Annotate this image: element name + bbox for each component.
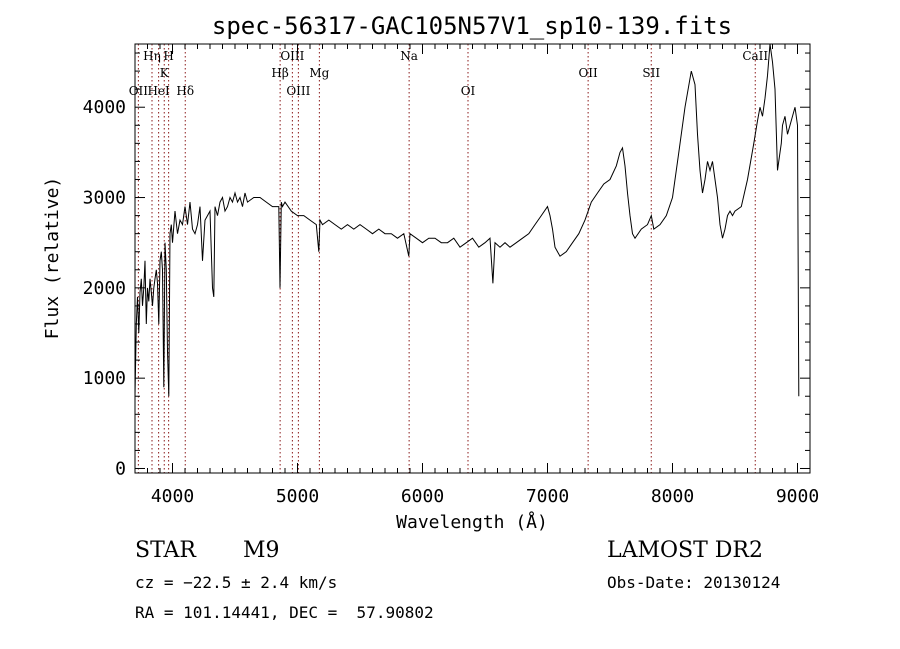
line-label: K [160,66,170,80]
x-axis-ticks: 4000 5000 6000 7000 8000 9000 [147,44,819,507]
line-label: OII [129,84,149,98]
y-tick-label: 2000 [83,278,126,299]
y-tick-label: 1000 [83,368,126,389]
x-tick-label: 7000 [526,486,569,507]
line-label: OI [461,84,476,98]
line-label: Hβ [271,66,288,80]
obs-date: Obs-Date: 20130124 [607,573,781,592]
line-label: Hη [143,49,161,63]
y-axis-label: Flux (relative) [42,177,63,340]
y-axis-ticks: 0 1000 2000 3000 4000 [83,52,810,479]
line-label: Na [400,49,418,63]
object-class: STAR [135,538,196,563]
line-label: OIII [286,84,310,98]
line-label: OIII [280,49,304,63]
y-tick-label: 0 [115,458,126,479]
x-tick-label: 6000 [401,486,444,507]
line-label: Mg [309,66,329,80]
x-tick-label: 9000 [776,486,819,507]
y-tick-label: 4000 [83,97,126,118]
spectral-subclass: M9 [243,538,280,563]
line-label: HeI [147,84,170,98]
line-markers [137,44,756,473]
y-tick-label: 3000 [83,188,126,209]
x-axis-label: Wavelength (Å) [396,511,548,533]
line-label: Hδ [176,84,194,98]
x-tick-label: 5000 [276,486,319,507]
chart-title: spec-56317-GAC105N57V1_sp10-139.fits [212,12,732,40]
coordinates: RA = 101.14441, DEC = 57.90802 [135,603,434,622]
spectrum-line [134,43,800,397]
x-tick-label: 4000 [151,486,194,507]
line-label: SII [642,66,660,80]
line-label: OII [578,66,598,80]
x-tick-label: 8000 [651,486,694,507]
line-label: CaII [742,49,768,63]
plot-frame [134,43,811,474]
survey-name: LAMOST DR2 [607,538,763,563]
redshift-readout: cz = −22.5 ± 2.4 km/s [135,573,338,592]
line-label: H [163,49,173,63]
